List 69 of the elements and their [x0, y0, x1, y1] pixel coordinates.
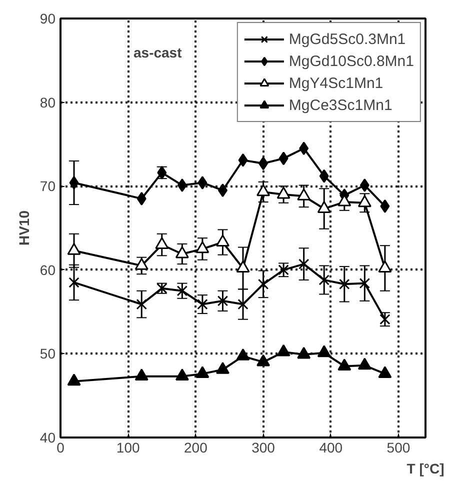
x-tick-label: 200 [184, 440, 208, 456]
point [197, 298, 208, 310]
point [378, 366, 392, 378]
point [380, 199, 390, 213]
point [136, 298, 147, 310]
x-tick-label: 400 [319, 440, 343, 456]
point [319, 169, 329, 183]
point [134, 368, 148, 381]
point [317, 201, 331, 213]
point [175, 368, 189, 381]
point [258, 156, 268, 170]
point [68, 277, 80, 288]
x-tick-label: 0 [56, 440, 65, 456]
point [67, 374, 81, 386]
point [217, 296, 228, 306]
y-tick-label: 60 [40, 262, 56, 278]
legend-label: MgGd5Sc0.3Mn1 [288, 30, 406, 48]
point [175, 246, 189, 258]
x-tick-label: 500 [386, 440, 410, 456]
point [299, 142, 309, 156]
point [278, 152, 288, 166]
point [216, 234, 230, 246]
point [177, 178, 187, 192]
point [218, 184, 228, 198]
point [297, 346, 311, 359]
point [236, 260, 250, 272]
point [198, 176, 208, 190]
point [278, 264, 289, 276]
point [276, 344, 290, 356]
point [196, 366, 210, 378]
point [276, 186, 290, 199]
x-tick-label: 300 [252, 440, 276, 456]
legend-label: MgY4Sc1Mn1 [288, 74, 384, 92]
x-tick-label: 100 [116, 440, 140, 456]
point [297, 188, 311, 200]
point [69, 176, 79, 190]
point [236, 348, 250, 360]
point [176, 286, 188, 296]
point [359, 278, 370, 289]
point [136, 192, 146, 206]
legend-label: MgGd10Sc0.8Mn1 [288, 52, 414, 70]
point [338, 358, 352, 370]
point [216, 362, 230, 374]
point [258, 278, 269, 290]
point [339, 278, 350, 290]
point [318, 274, 330, 286]
point [155, 237, 169, 249]
y-tick-label: 40 [40, 430, 56, 446]
y-tick-label: 50 [40, 346, 56, 362]
point [358, 195, 372, 208]
point [134, 258, 148, 270]
point [358, 358, 372, 370]
point [317, 345, 331, 358]
point [378, 260, 392, 272]
point [238, 153, 248, 167]
legend-label: MgCe3Sc1Mn1 [288, 96, 392, 114]
y-axis-title: HV10 [16, 210, 32, 246]
point [360, 178, 370, 192]
point [298, 258, 310, 270]
point [238, 298, 248, 310]
y-tick-label: 70 [40, 178, 56, 194]
point [67, 242, 81, 255]
y-tick-label: 90 [40, 10, 56, 26]
point [256, 354, 270, 366]
point [196, 241, 210, 254]
x-axis-title: T [°C] [406, 460, 444, 476]
point [256, 184, 270, 196]
annotation: as-cast [134, 44, 182, 60]
y-tick-label: 80 [40, 94, 56, 110]
